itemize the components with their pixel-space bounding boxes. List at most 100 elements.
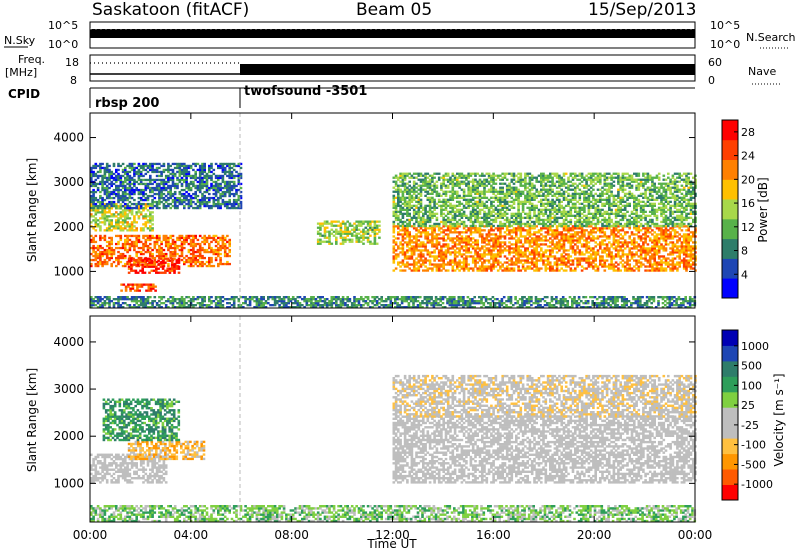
- echo-cell: [170, 257, 174, 260]
- echo-cell: [167, 238, 170, 242]
- echo-cell: [185, 174, 188, 178]
- echo-cell: [92, 188, 95, 192]
- echo-cell: [417, 216, 421, 219]
- echo-cell: [196, 162, 200, 166]
- echo-cell: [121, 242, 125, 246]
- echo-cell: [657, 269, 661, 272]
- echo-cell: [397, 247, 400, 250]
- echo-cell: [487, 233, 491, 236]
- echo-cell: [612, 235, 616, 238]
- echo-cell: [492, 220, 495, 224]
- echo-cell: [444, 186, 448, 189]
- echo-cell: [126, 225, 129, 228]
- echo-cell: [431, 180, 434, 183]
- echo-cell: [99, 206, 102, 210]
- echo-cell: [173, 240, 177, 244]
- echo-cell: [653, 267, 656, 270]
- echo-cell: [467, 174, 470, 177]
- echo-cell: [212, 196, 216, 200]
- echo-cell: [192, 254, 195, 258]
- echo-cell: [92, 184, 95, 188]
- echo-cell: [669, 237, 672, 240]
- echo-cell: [198, 176, 202, 180]
- echo-cell: [201, 240, 204, 244]
- echo-cell: [437, 255, 441, 258]
- echo-cell: [589, 233, 593, 236]
- echo-cell: [589, 247, 593, 250]
- echo-cell: [460, 216, 464, 219]
- echo-cell: [140, 285, 144, 288]
- echo-cell: [505, 245, 509, 248]
- echo-cell: [394, 218, 398, 222]
- echo-cell: [108, 209, 111, 212]
- echo-cell: [437, 229, 441, 232]
- echo-cell: [687, 261, 690, 264]
- echo-cell: [392, 206, 396, 209]
- echo-cell: [108, 196, 111, 200]
- echo-cell: [194, 164, 197, 168]
- echo-cell: [212, 238, 216, 242]
- echo-cell: [90, 198, 93, 202]
- echo-cell: [442, 267, 445, 270]
- echo-cell: [446, 233, 450, 236]
- echo-cell: [151, 248, 154, 252]
- echo-cell: [128, 242, 132, 246]
- echo-cell: [537, 235, 541, 238]
- echo-cell: [99, 256, 102, 260]
- echo-cell: [146, 166, 150, 170]
- echo-cell: [392, 204, 396, 207]
- echo-cell: [426, 180, 430, 183]
- echo-cell: [662, 233, 666, 236]
- echo-cell: [173, 242, 177, 246]
- echo-cell: [121, 211, 125, 214]
- echo-cell: [687, 241, 690, 244]
- echo-cell: [501, 190, 504, 193]
- echo-cell: [492, 174, 495, 177]
- echo-cell: [403, 196, 407, 199]
- echo-cell: [474, 210, 477, 213]
- echo-cell: [553, 263, 557, 266]
- echo-cell: [412, 267, 416, 270]
- echo-cell: [137, 264, 141, 268]
- echo-cell: [153, 262, 157, 266]
- echo-cell: [487, 216, 491, 219]
- echo-cell: [92, 236, 95, 240]
- echo-cell: [444, 251, 448, 254]
- echo-cell: [239, 206, 243, 210]
- echo-cell: [219, 196, 222, 200]
- echo-cell: [399, 200, 402, 203]
- echo-cell: [185, 164, 188, 168]
- echo-cell: [442, 204, 445, 207]
- echo-cell: [687, 253, 690, 256]
- echo-cell: [433, 214, 436, 217]
- echo-cell: [628, 241, 631, 244]
- echo-cell: [446, 210, 450, 213]
- echo-cell: [483, 237, 486, 240]
- echo-cell: [130, 244, 134, 248]
- echo-cell: [369, 224, 372, 227]
- echo-cell: [621, 263, 625, 266]
- echo-cell: [394, 180, 398, 183]
- echo-cell: [419, 216, 423, 219]
- echo-cell: [671, 227, 675, 230]
- echo-cell: [392, 245, 396, 248]
- echo-cell: [397, 245, 400, 248]
- echo-cell: [519, 235, 523, 238]
- echo-cell: [401, 190, 405, 193]
- echo-cell: [517, 229, 520, 232]
- echo-cell: [676, 263, 679, 266]
- echo-cell: [644, 241, 647, 244]
- echo-cell: [346, 232, 349, 235]
- echo-cell: [90, 258, 93, 262]
- echo-cell: [392, 247, 396, 250]
- echo-cell: [496, 263, 500, 266]
- echo-cell: [103, 250, 107, 254]
- echo-cell: [339, 232, 343, 235]
- echo-cell: [419, 241, 423, 244]
- echo-cell: [142, 162, 145, 166]
- echo-cell: [176, 236, 179, 240]
- echo-cell: [499, 227, 502, 230]
- echo-cell: [687, 243, 690, 246]
- echo-cell: [121, 244, 125, 248]
- echo-cell: [440, 212, 443, 215]
